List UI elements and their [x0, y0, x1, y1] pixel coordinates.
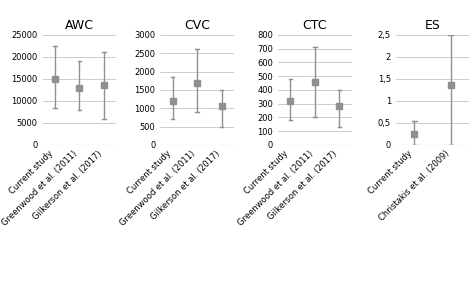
- Title: ES: ES: [425, 19, 440, 32]
- Text: Gilkerson et al. (2017): Gilkerson et al. (2017): [149, 149, 222, 222]
- Text: Greenwood et al. (2011): Greenwood et al. (2011): [1, 149, 80, 228]
- Text: Current study: Current study: [8, 149, 55, 196]
- Text: Current study: Current study: [367, 149, 414, 196]
- Text: Current study: Current study: [125, 149, 173, 196]
- Title: CTC: CTC: [302, 19, 327, 32]
- Title: CVC: CVC: [184, 19, 210, 32]
- Text: Greenwood et al. (2011): Greenwood et al. (2011): [236, 149, 315, 228]
- Text: Gilkerson et al. (2017): Gilkerson et al. (2017): [31, 149, 104, 222]
- Text: Current study: Current study: [243, 149, 290, 196]
- Text: Greenwood et al. (2011): Greenwood et al. (2011): [118, 149, 197, 228]
- Title: AWC: AWC: [65, 19, 94, 32]
- Text: Gilkerson et al. (2017): Gilkerson et al. (2017): [267, 149, 339, 222]
- Text: Christakis et al. (2009): Christakis et al. (2009): [377, 149, 451, 223]
